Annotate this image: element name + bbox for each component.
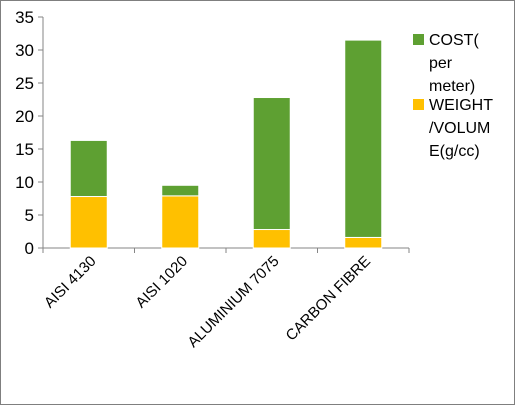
legend-entry: WEIGHT/VOLUM E(g/cc) <box>413 97 493 160</box>
y-tick-label: 25 <box>15 74 34 93</box>
y-tick-label: 5 <box>25 206 34 225</box>
legend-swatch <box>413 99 424 110</box>
bar-weight-0 <box>69 196 108 249</box>
legend-label: COST(per meter) <box>429 32 479 95</box>
bar-cost-0 <box>69 139 108 198</box>
y-tick-label: 20 <box>15 107 34 126</box>
x-category-label: AISI 4130 <box>41 253 100 312</box>
bar-weight-3 <box>344 236 383 249</box>
legend-label: WEIGHT/VOLUM E(g/cc) <box>429 97 493 160</box>
y-tick-label: 15 <box>15 140 34 159</box>
x-category-label: ALUMINIUM 7075 <box>184 253 282 351</box>
x-category-label: AISI 1020 <box>132 253 191 312</box>
bar-cost-3 <box>344 39 383 238</box>
bar-weight-1 <box>161 195 200 249</box>
y-tick-label: 0 <box>25 239 34 258</box>
y-tick-label: 10 <box>15 173 34 192</box>
x-category-label: CARBON FIBRE <box>282 253 374 345</box>
bar-cost-2 <box>252 97 291 231</box>
y-tick-label: 35 <box>15 8 34 27</box>
legend-swatch <box>413 34 424 45</box>
legend-entry: COST(per meter) <box>413 32 479 95</box>
y-tick-label: 30 <box>15 41 34 60</box>
bar-cost-1 <box>161 184 200 197</box>
bar-weight-2 <box>252 229 291 249</box>
